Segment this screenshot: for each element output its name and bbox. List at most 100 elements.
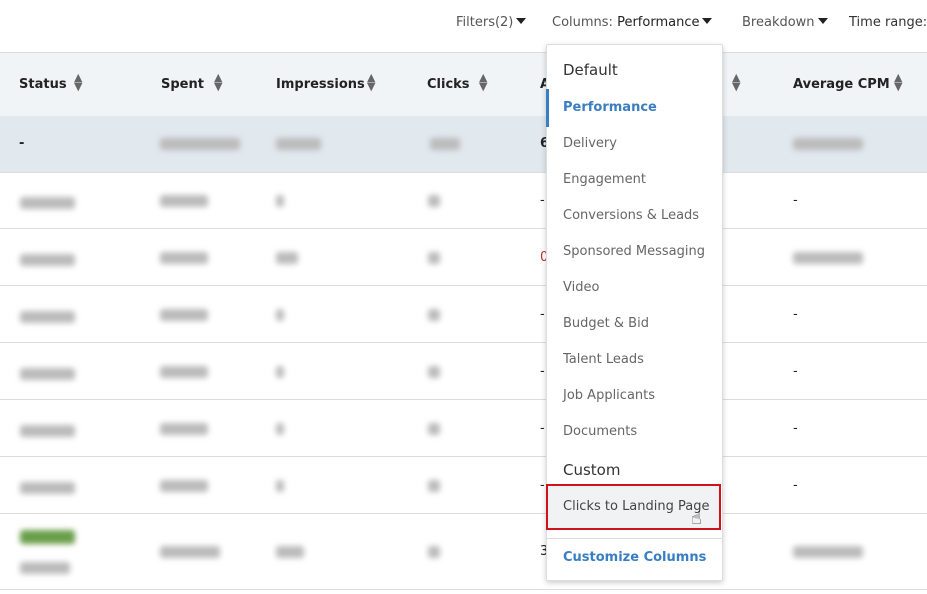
redacted-cell	[276, 480, 284, 492]
menu-heading-custom: Custom	[563, 461, 621, 479]
redacted-cell	[430, 138, 460, 150]
customize-columns-link[interactable]: Customize Columns	[563, 550, 707, 565]
menu-item-budget-bid[interactable]: Budget & Bid	[563, 316, 649, 331]
menu-item-talent-leads[interactable]: Talent Leads	[563, 352, 644, 367]
redacted-cell	[428, 480, 440, 492]
redacted-cell	[160, 366, 208, 378]
redacted-cell	[20, 254, 75, 266]
sort-icon[interactable]: ▲ ▼	[479, 71, 488, 93]
menu-item-conversions-leads[interactable]: Conversions & Leads	[563, 208, 700, 223]
menu-item-delivery[interactable]: Delivery	[563, 136, 617, 151]
cpm-cell: -	[793, 193, 798, 208]
sort-icon[interactable]: ▲ ▼	[214, 71, 223, 93]
a-cell: -	[540, 193, 545, 208]
redacted-cell	[428, 252, 440, 264]
sort-icon[interactable]: ▲ ▼	[894, 71, 903, 93]
redacted-cell	[20, 425, 75, 437]
redacted-cell	[20, 311, 75, 323]
toolbar: Filters(2) Columns: Performance Breakdow…	[0, 0, 927, 53]
redacted-cell	[160, 480, 208, 492]
filters-dropdown[interactable]: Filters(2)	[456, 15, 527, 30]
a-cell: 3	[540, 544, 549, 559]
redacted-cell	[793, 138, 863, 150]
table-row[interactable]: --	[0, 172, 927, 229]
columns-dropdown[interactable]: Columns: Performance	[552, 15, 713, 30]
header-a[interactable]: A	[540, 77, 550, 92]
a-cell: -	[540, 364, 545, 379]
redacted-cell	[276, 309, 284, 321]
time-range-dropdown[interactable]: Time range: -	[849, 15, 927, 30]
sort-icon[interactable]: ▲ ▼	[367, 71, 376, 93]
caret-down-icon	[516, 18, 527, 24]
redacted-cell	[160, 252, 208, 264]
redacted-cell	[793, 252, 863, 264]
redacted-cell	[160, 138, 240, 150]
redacted-cell	[428, 309, 440, 321]
header-spent[interactable]: Spent	[161, 77, 204, 92]
redacted-cell	[428, 195, 440, 207]
menu-item-video[interactable]: Video	[563, 280, 600, 295]
breakdown-dropdown[interactable]: Breakdown	[742, 15, 828, 30]
table-row[interactable]: --	[0, 286, 927, 343]
redacted-cell	[160, 195, 208, 207]
a-cell: 6	[540, 136, 550, 151]
a-cell: 0	[540, 250, 549, 265]
a-cell: -	[540, 307, 545, 322]
table-row[interactable]: --	[0, 343, 927, 400]
menu-item-engagement[interactable]: Engagement	[563, 172, 646, 187]
redacted-cell	[20, 562, 70, 574]
redacted-cell	[20, 482, 75, 494]
redacted-cell	[276, 252, 298, 264]
status-cell: -	[19, 136, 25, 151]
table-row[interactable]: --	[0, 400, 927, 457]
redacted-cell	[160, 309, 208, 321]
header-impressions[interactable]: Impressions	[276, 77, 365, 92]
table-row[interactable]: 3	[0, 514, 927, 590]
cpm-cell: -	[793, 421, 798, 436]
cpm-cell: -	[793, 478, 798, 493]
redacted-cell	[428, 423, 440, 435]
table-header: Status ▲ ▼ Spent ▲ ▼ Impressions ▲ ▼ Clicks ▲ ▼ …	[0, 53, 927, 116]
caret-down-icon	[817, 18, 828, 24]
columns-label: Columns:	[552, 15, 613, 30]
cpm-cell: -	[793, 364, 798, 379]
menu-item-label: Clicks to Landing Page	[563, 499, 710, 514]
redacted-cell	[276, 423, 284, 435]
menu-item-performance[interactable]: Performance	[546, 89, 657, 127]
table-row[interactable]: --	[0, 457, 927, 514]
header-average-cpm[interactable]: Average CPM	[793, 77, 890, 92]
redacted-cell	[20, 368, 75, 380]
header-status[interactable]: Status	[19, 77, 67, 92]
menu-item-clicks-to-landing-page[interactable]: Clicks to Landing Page ☝	[546, 484, 721, 530]
redacted-cell	[793, 546, 863, 558]
redacted-cell	[276, 546, 304, 558]
status-badge	[20, 530, 75, 544]
header-clicks[interactable]: Clicks	[427, 77, 470, 92]
menu-item-sponsored-messaging[interactable]: Sponsored Messaging	[563, 244, 705, 259]
divider	[547, 538, 722, 539]
redacted-cell	[276, 366, 284, 378]
redacted-cell	[20, 197, 75, 209]
redacted-cell	[428, 366, 440, 378]
filters-label: Filters(2)	[456, 15, 514, 30]
redacted-cell	[160, 546, 220, 558]
caret-down-icon	[702, 18, 713, 24]
menu-item-documents[interactable]: Documents	[563, 424, 638, 439]
menu-item-job-applicants[interactable]: Job Applicants	[563, 388, 656, 403]
columns-menu: Default Performance Delivery Engagement …	[546, 44, 723, 581]
redacted-cell	[428, 546, 440, 558]
hand-cursor-icon: ☝	[691, 508, 702, 529]
columns-value: Performance	[617, 15, 700, 30]
sort-icon[interactable]: ▲ ▼	[74, 71, 83, 93]
table-row[interactable]: 0	[0, 229, 927, 286]
sort-icon[interactable]: ▲ ▼	[732, 71, 741, 93]
redacted-cell	[276, 138, 321, 150]
menu-heading-default: Default	[563, 61, 618, 79]
redacted-cell	[276, 195, 284, 207]
redacted-cell	[160, 423, 208, 435]
a-cell: -	[540, 478, 545, 493]
total-row: - 6	[0, 116, 927, 173]
breakdown-label: Breakdown	[742, 15, 815, 30]
cpm-cell: -	[793, 307, 798, 322]
a-cell: -	[540, 421, 545, 436]
